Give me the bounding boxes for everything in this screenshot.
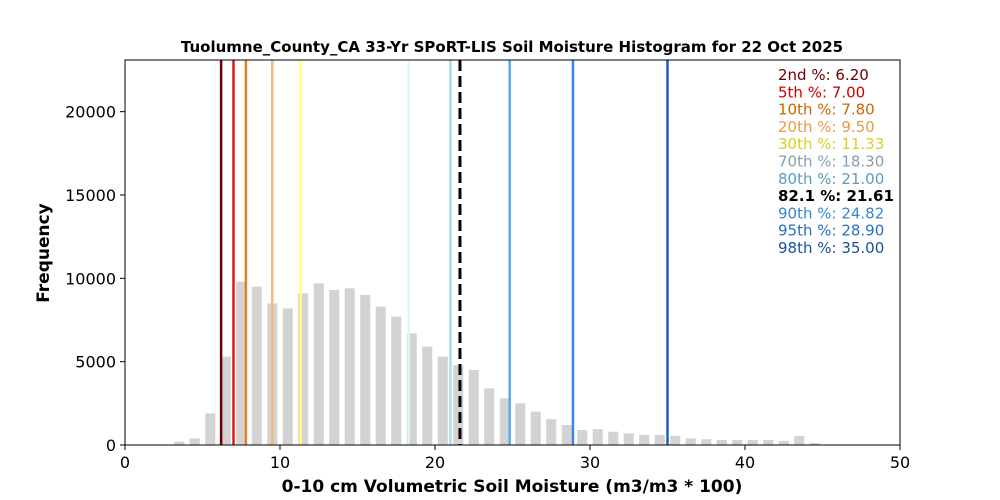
histogram-bar (623, 433, 634, 445)
histogram-bar (298, 293, 309, 445)
plot-frame (124, 59, 901, 446)
histogram-bar (499, 398, 510, 445)
histogram-bar (220, 356, 231, 445)
x-tick-label: 0 (120, 453, 130, 472)
legend-entry: 30th %: 11.33 (778, 135, 884, 153)
histogram-bar (670, 435, 681, 445)
histogram-bar (778, 440, 789, 445)
histogram-bar (406, 333, 417, 445)
histogram-bar (205, 413, 216, 445)
x-tick-label: 20 (425, 453, 445, 472)
legend-entry: 90th %: 24.82 (778, 204, 884, 222)
y-tick-label: 20000 (65, 103, 116, 122)
histogram-bar (484, 388, 495, 445)
legend-entry: 20th %: 9.50 (778, 118, 875, 136)
y-tick-label: 5000 (75, 353, 116, 372)
histogram-bar (530, 411, 541, 445)
histogram-bar (453, 365, 464, 445)
y-axis-label: Frequency (34, 203, 54, 303)
x-axis-label: 0-10 cm Volumetric Soil Moisture (m3/m3 … (282, 477, 743, 497)
histogram-bar (329, 290, 340, 445)
histogram-bar (313, 283, 324, 445)
y-axis: 0 5000 10000 15000 20000 (65, 103, 125, 455)
x-tick-label: 30 (580, 453, 600, 472)
histogram-bar (701, 439, 712, 445)
histogram-bar (794, 435, 805, 445)
legend-entry: 98th %: 35.00 (778, 239, 884, 257)
x-tick-label: 40 (735, 453, 755, 472)
histogram-bar (236, 281, 247, 445)
percentile-lines-group (219, 60, 669, 445)
histogram-bar (561, 425, 572, 445)
histogram-bar (732, 440, 743, 445)
histogram-bar (763, 440, 774, 445)
histogram-bar (685, 438, 696, 445)
histogram-bar (437, 356, 448, 445)
histogram-bar (251, 286, 262, 445)
legend-entry: 80th %: 21.00 (778, 170, 884, 188)
histogram-bar (639, 435, 650, 445)
legend-entry: 2nd %: 6.20 (778, 66, 869, 84)
y-tick-label: 15000 (65, 186, 116, 205)
histogram-bar (391, 316, 402, 445)
histogram-bar (468, 370, 479, 445)
x-tick-label: 50 (890, 453, 910, 472)
legend-entry: 95th %: 28.90 (778, 222, 884, 240)
histogram-bar (515, 403, 526, 445)
histogram-bar (174, 441, 185, 445)
histogram-bar (546, 419, 557, 445)
histogram-bar (608, 431, 619, 445)
histogram-bar (189, 438, 200, 445)
chart-title: Tuolumne_County_CA 33-Yr SPoRT-LIS Soil … (181, 38, 843, 56)
histogram-bar (422, 346, 433, 445)
x-axis: 0 10 20 30 40 50 (120, 445, 910, 472)
histogram-bar (577, 430, 588, 445)
histogram-bar (747, 440, 758, 445)
legend-entry: 5th %: 7.00 (778, 83, 865, 101)
histogram-bar (344, 288, 355, 445)
histogram-bar (282, 308, 293, 445)
histogram-bar (360, 295, 371, 445)
legend-entry: 10th %: 7.80 (778, 101, 875, 119)
histogram-bar (809, 443, 820, 445)
y-tick-label: 10000 (65, 269, 116, 288)
histogram-bar (654, 435, 665, 445)
histogram-bar (716, 440, 727, 445)
histogram-bar (375, 306, 386, 445)
y-tick-label: 0 (106, 436, 116, 455)
x-tick-label: 10 (270, 453, 290, 472)
legend-entry: 70th %: 18.30 (778, 153, 884, 171)
histogram-bar (592, 429, 603, 445)
legend-entry: 82.1 %: 21.61 (778, 187, 894, 205)
